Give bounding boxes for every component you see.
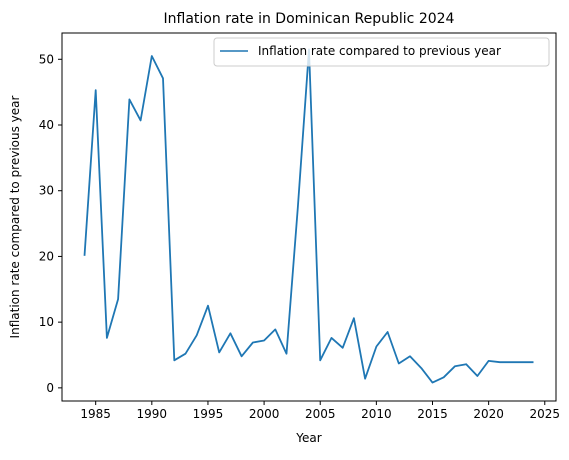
legend: Inflation rate compared to previous year	[213, 37, 550, 67]
data-point	[475, 374, 479, 378]
data-point	[206, 304, 210, 308]
data-point	[195, 333, 199, 337]
data-point	[296, 206, 300, 210]
x-tick-label: 2000	[249, 407, 280, 421]
y-tick-label: 30	[39, 184, 54, 198]
data-point	[509, 360, 513, 364]
data-point	[352, 316, 356, 320]
data-point	[273, 327, 277, 331]
data-point	[498, 360, 502, 364]
data-point	[217, 350, 221, 354]
data-point	[262, 339, 266, 343]
x-tick-label: 2005	[305, 407, 336, 421]
data-point	[431, 381, 435, 385]
y-tick-label: 50	[39, 52, 54, 66]
y-tick-label: 0	[46, 381, 54, 395]
plot-area-frame	[61, 32, 557, 402]
y-axis-label: Inflation rate compared to previous year	[8, 95, 22, 338]
data-point	[520, 360, 524, 364]
data-point	[94, 88, 98, 92]
x-axis-label: Year	[295, 431, 321, 445]
data-point	[161, 76, 165, 80]
legend-label: Inflation rate compared to previous year	[258, 44, 501, 58]
x-tick-label: 2010	[361, 407, 392, 421]
data-point	[139, 118, 143, 122]
data-point	[240, 354, 244, 358]
data-point	[184, 352, 188, 356]
chart-title: Inflation rate in Dominican Republic 202…	[164, 11, 455, 27]
data-point	[464, 362, 468, 366]
data-point	[82, 254, 86, 258]
x-tick-label: 2015	[417, 407, 448, 421]
x-tick-label: 2020	[473, 407, 504, 421]
data-point	[419, 366, 423, 370]
data-point	[363, 377, 367, 381]
data-point	[116, 297, 120, 301]
data-point	[285, 352, 289, 356]
data-point	[408, 354, 412, 358]
y-tick-label: 10	[39, 315, 54, 329]
data-point	[397, 362, 401, 366]
x-tick-label: 1985	[80, 407, 111, 421]
data-point	[341, 346, 345, 350]
x-axis: 1985 1990 1995 2000 2005 2010 2015 2020 2025	[80, 401, 560, 421]
y-axis: 0 10 20 30 40 50	[39, 52, 62, 395]
data-point	[329, 336, 333, 340]
series-layer	[82, 48, 536, 385]
data-point	[127, 97, 131, 101]
data-point	[487, 359, 491, 363]
y-tick-label: 20	[39, 249, 54, 263]
data-point	[532, 360, 536, 364]
data-point	[318, 358, 322, 362]
x-tick-label: 2025	[529, 407, 560, 421]
x-tick-label: 1990	[137, 407, 168, 421]
data-point	[251, 341, 255, 345]
data-point	[150, 54, 154, 58]
data-point	[105, 336, 109, 340]
x-tick-label: 1995	[193, 407, 224, 421]
data-point	[453, 364, 457, 368]
y-tick-label: 40	[39, 118, 54, 132]
data-point	[374, 344, 378, 348]
data-point	[386, 330, 390, 334]
data-point	[172, 358, 176, 362]
data-point	[442, 375, 446, 379]
series-line	[83, 48, 534, 384]
data-point	[228, 331, 232, 335]
legend-box	[213, 37, 550, 67]
